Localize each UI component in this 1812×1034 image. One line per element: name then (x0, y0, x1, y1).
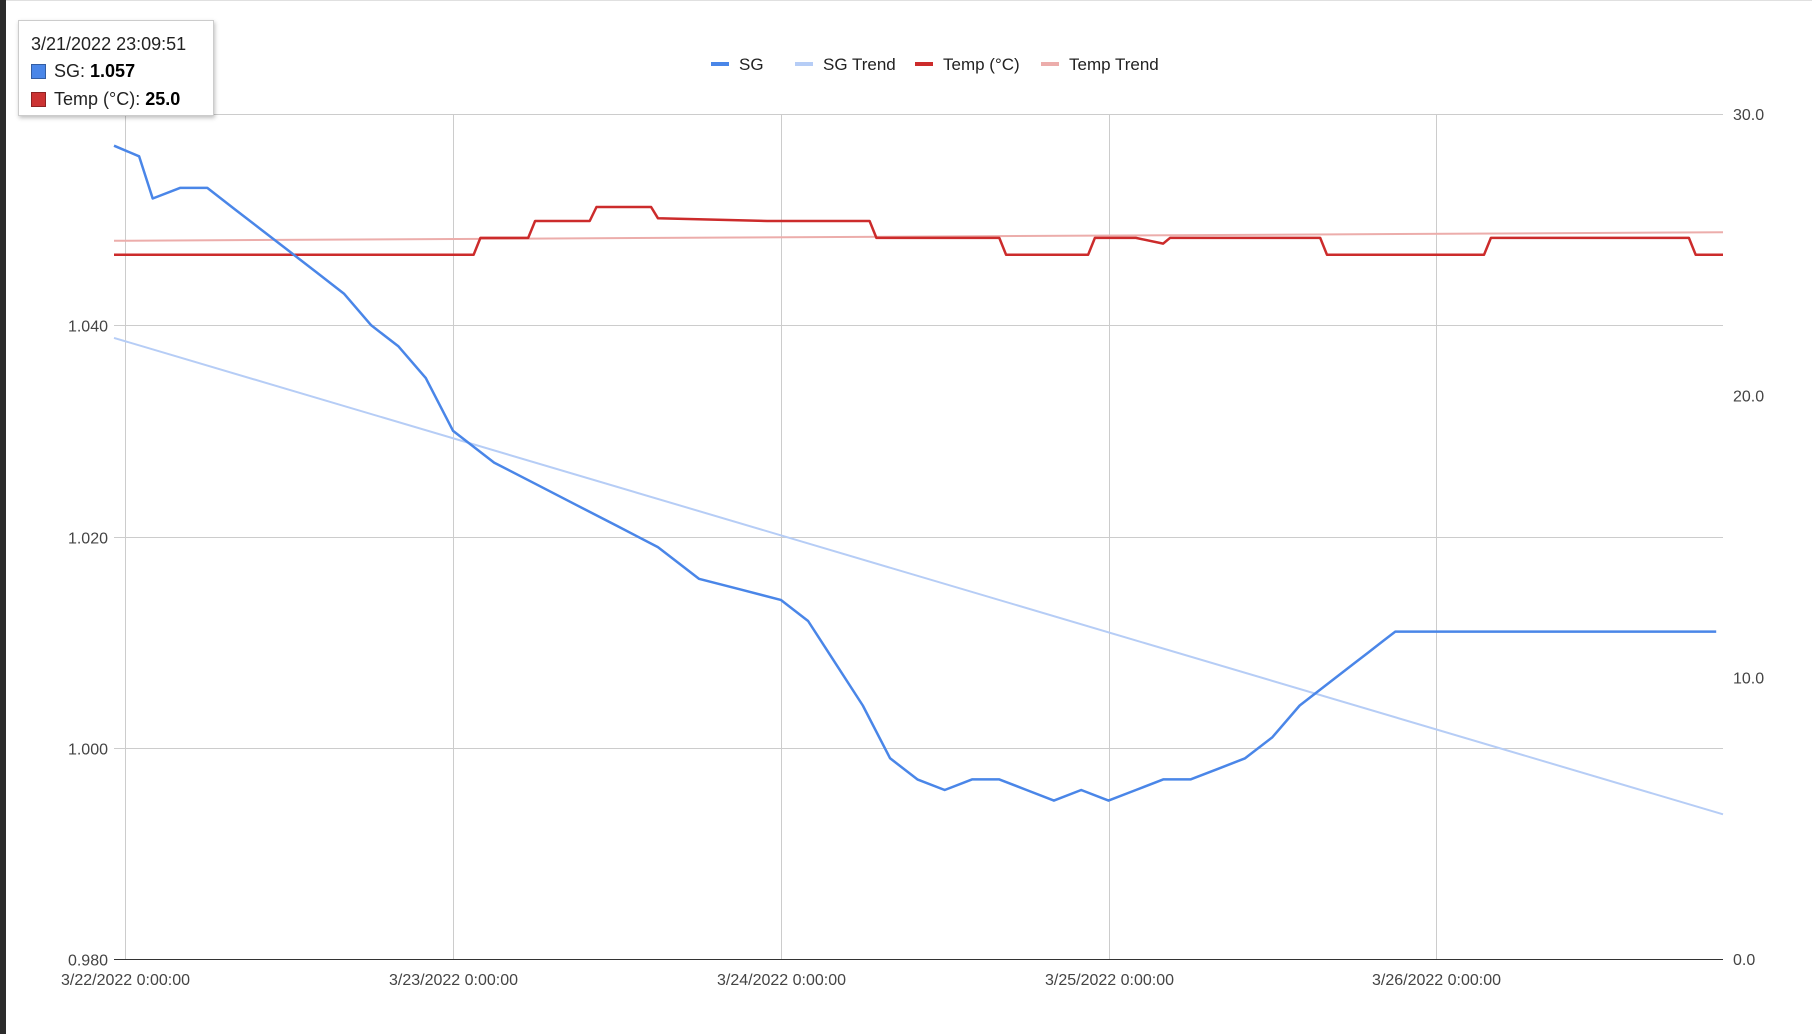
chart-svg: 0.980 1.000 1.020 1.040 0.0 10.0 20.0 30.0 3/22/… (6, 0, 1812, 989)
tooltip-swatch-temp (31, 91, 46, 107)
chart-area: 0.980 1.000 1.020 1.040 0.0 10.0 20.0 30.0 3/22/… (6, 0, 1812, 1034)
series-line-sg-trend (113, 336, 1724, 816)
series-line-temp-trend (113, 231, 1724, 242)
legend-label: Temp Trend (1069, 55, 1159, 74)
y-left-tick-label: 1.000 (68, 742, 108, 759)
tooltip: 3/21/2022 23:09:51 SG: 1.057 Temp (°C): … (18, 20, 214, 116)
tooltip-series-name: SG (54, 60, 81, 81)
y-right-tick-label: 20.0 (1733, 389, 1764, 406)
y-left-tick-label: 1.020 (68, 531, 108, 548)
series-line-temp-c (114, 205, 1723, 257)
tooltip-row-sg: SG: 1.057 (31, 57, 213, 85)
x-tick-label: 3/26/2022 0:00:00 (1372, 972, 1501, 989)
tooltip-row-temp: Temp (°C): 25.0 (31, 85, 213, 113)
y-right-tick-label: 0.0 (1733, 952, 1755, 969)
legend-label: Temp (°C) (943, 55, 1020, 74)
y-right-tick-label: 30.0 (1733, 107, 1764, 124)
legend-label: SG (739, 55, 764, 74)
tooltip-series-value: 1.057 (90, 60, 136, 81)
legend-item[interactable]: Temp (°C) (915, 55, 1020, 74)
legend-item[interactable]: SG Trend (795, 55, 896, 74)
y-left-tick-label: 1.040 (68, 319, 108, 336)
x-tick-label: 3/24/2022 0:00:00 (717, 972, 846, 989)
tooltip-title: 3/21/2022 23:09:51 (31, 33, 187, 54)
series-line-sg (113, 144, 1717, 802)
x-tick-label: 3/25/2022 0:00:00 (1045, 972, 1174, 989)
axis-layer: 0.980 1.000 1.020 1.040 0.0 10.0 20.0 30.0 3/22/… (61, 107, 1764, 989)
window-edge-strip (0, 0, 6, 1034)
y-left-tick-label: 0.980 (68, 953, 108, 970)
tooltip-swatch-sg (31, 63, 46, 79)
x-tick-label: 3/22/2022 0:00:00 (61, 972, 190, 989)
x-tick-label: 3/23/2022 0:00:00 (389, 972, 518, 989)
legend-label: SG Trend (823, 55, 896, 74)
y-right-tick-label: 10.0 (1733, 670, 1764, 687)
legend-item[interactable]: Temp Trend (1041, 55, 1159, 74)
tooltip-series-name: Temp (°C) (54, 88, 136, 109)
legend-item[interactable]: SG (711, 55, 764, 74)
legend[interactable]: SG SG Trend Temp (°C) Temp Trend (711, 55, 1159, 74)
tooltip-series-value: 25.0 (145, 88, 181, 109)
series-layer (113, 144, 1724, 816)
grid-layer (6, 0, 1812, 960)
